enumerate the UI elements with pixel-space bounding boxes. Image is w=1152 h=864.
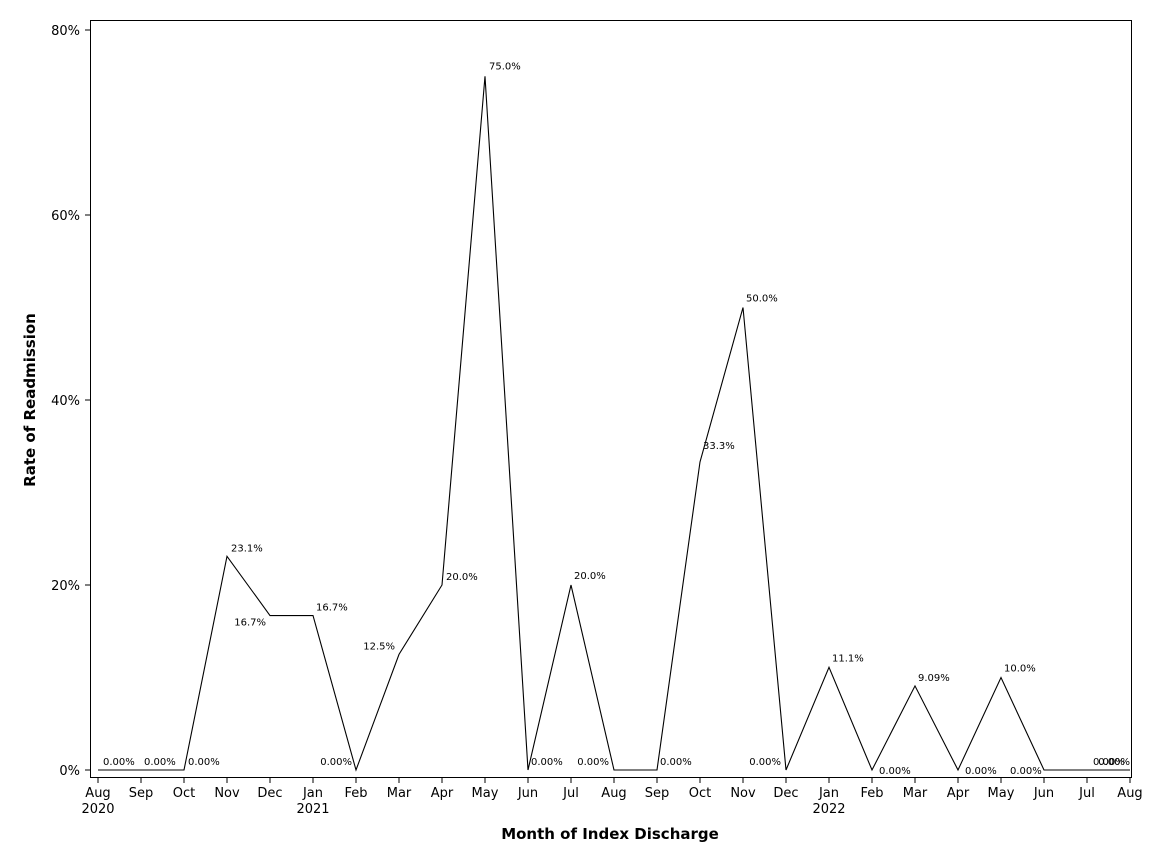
x-tick-label: Dec	[773, 786, 798, 801]
x-tick-year-label: 2021	[296, 802, 329, 817]
data-label: 0.00%	[531, 757, 563, 768]
x-tick-label: Mar	[387, 786, 412, 801]
x-tick-label: Apr	[431, 786, 454, 801]
x-tick-label: Mar	[903, 786, 928, 801]
x-tick-label: Dec	[257, 786, 282, 801]
x-tick-label: Jan	[818, 786, 839, 801]
y-axis: 0% 20% 40% 60% 80%	[51, 24, 91, 779]
y-tick-label: 40%	[51, 394, 80, 409]
x-tick-label: Oct	[173, 786, 195, 801]
x-tick-label: Jul	[562, 786, 579, 801]
data-label: 0.00%	[1093, 757, 1125, 768]
series-line	[98, 76, 1130, 772]
x-tick-label: Nov	[730, 786, 756, 801]
data-label: 0.00%	[188, 757, 220, 768]
data-label: 0.00%	[1098, 757, 1130, 768]
data-label: 0.00%	[879, 766, 911, 777]
x-tick-label: Jul	[1078, 786, 1095, 801]
data-label: 0.00%	[320, 757, 352, 768]
data-label: 11.1%	[832, 653, 864, 664]
y-tick-label: 60%	[51, 209, 80, 224]
x-tick-label: May	[988, 786, 1015, 801]
x-axis-title: Month of Index Discharge	[501, 825, 719, 843]
x-tick-label: May	[472, 786, 499, 801]
data-labels: 0.00% 0.00% 0.00%23.1%16.7%16.7%0.00%12.5%…	[103, 61, 1130, 777]
x-tick-label: Jun	[1033, 786, 1054, 801]
x-tick-label: Aug	[1117, 786, 1142, 801]
plot-frame	[90, 20, 1132, 778]
data-label: 0.00%	[749, 757, 781, 768]
x-tick-label: Jun	[517, 786, 538, 801]
x-tick-year-label: 2020	[81, 802, 114, 817]
x-tick-label: Jan	[302, 786, 323, 801]
y-tick-label: 20%	[51, 579, 80, 594]
data-label: 16.7%	[316, 603, 348, 614]
x-tick-year-label: 2022	[812, 802, 845, 817]
data-label: 23.1%	[231, 543, 263, 554]
data-label: 0.00%	[144, 757, 176, 768]
series-readmission-rate	[98, 76, 1130, 772]
data-label: 20.0%	[446, 572, 478, 583]
x-tick-label: Apr	[947, 786, 970, 801]
y-tick-label: 0%	[59, 764, 80, 779]
data-label: 0.00%	[1010, 766, 1042, 777]
data-label: 0.00%	[660, 757, 692, 768]
data-label: 33.3%	[703, 441, 735, 452]
data-label: 0.00%	[103, 757, 135, 768]
x-tick-label: Aug	[601, 786, 626, 801]
data-label: 50.0%	[746, 294, 778, 305]
x-tick-label: Feb	[344, 786, 367, 801]
data-label: 20.0%	[574, 571, 606, 582]
x-tick-label: Nov	[214, 786, 240, 801]
x-tick-label: Feb	[860, 786, 883, 801]
data-label: 12.5%	[363, 641, 395, 652]
x-tick-label: Sep	[129, 786, 154, 801]
data-label: 0.00%	[577, 757, 609, 768]
data-label: 16.7%	[234, 618, 266, 629]
x-tick-label: Oct	[689, 786, 711, 801]
x-tick-label: Aug	[85, 786, 110, 801]
y-axis-title: Rate of Readmission	[21, 313, 39, 487]
data-label: 0.00%	[965, 766, 997, 777]
y-tick-label: 80%	[51, 24, 80, 39]
data-label: 10.0%	[1004, 664, 1036, 675]
data-label: 9.09%	[918, 673, 950, 684]
x-tick-label: Sep	[645, 786, 670, 801]
data-label: 75.0%	[489, 61, 521, 72]
